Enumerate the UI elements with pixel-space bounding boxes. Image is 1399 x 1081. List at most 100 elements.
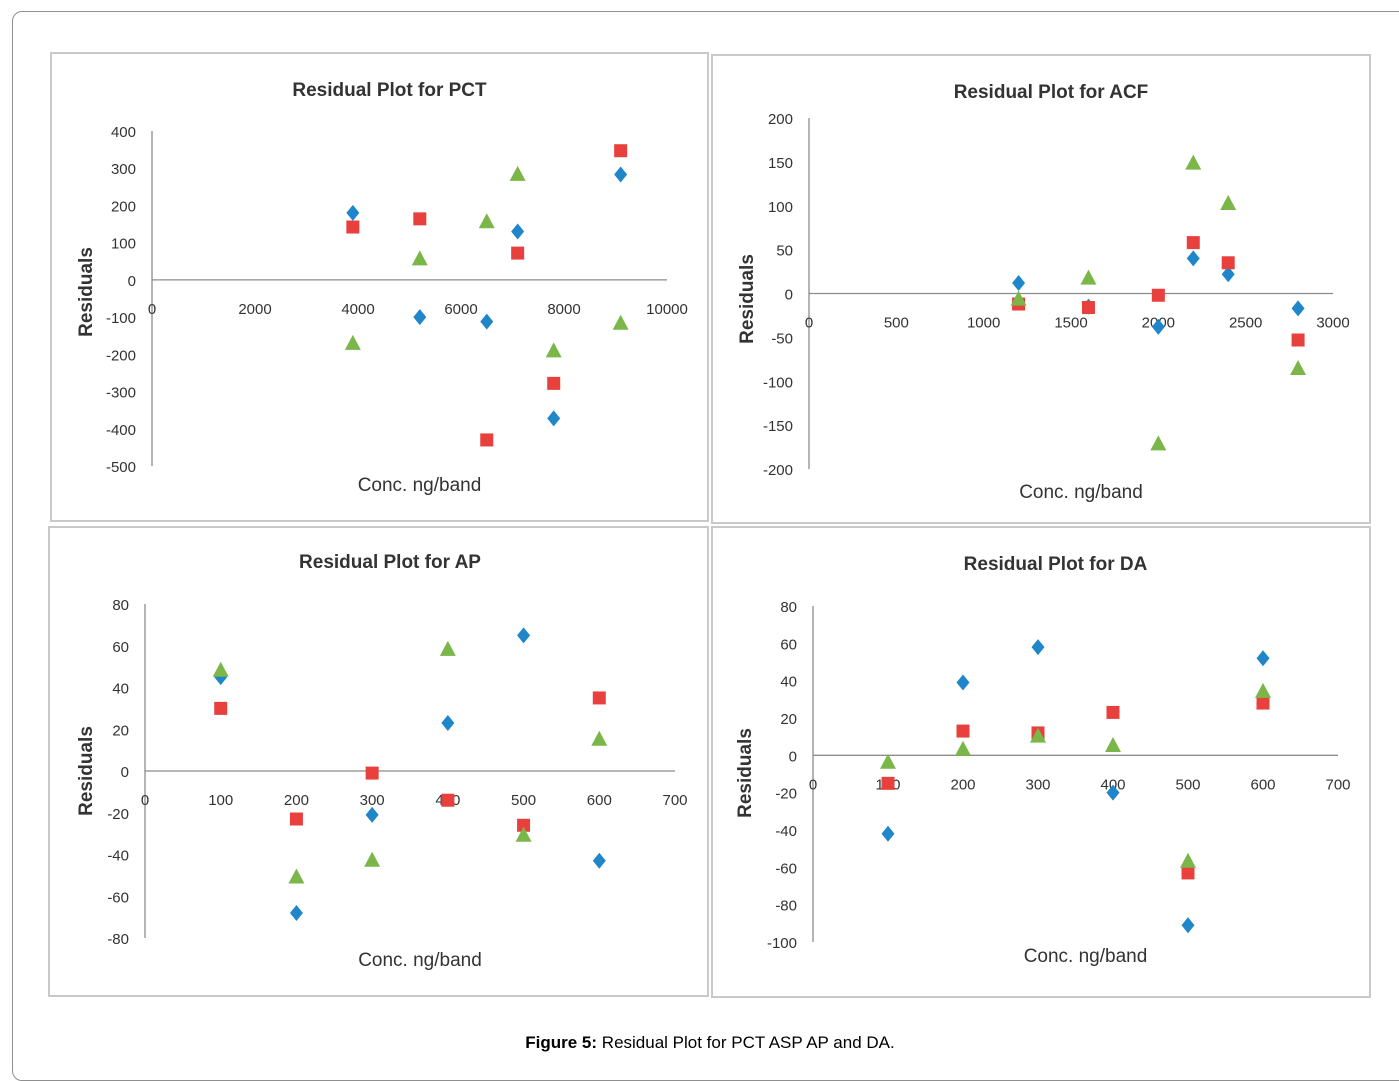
y-tick-label: 100 [768, 199, 793, 216]
x-tick-label: 500 [884, 315, 909, 332]
data-point-diamond [1221, 266, 1235, 283]
data-point-triangle [612, 314, 629, 330]
x-tick-label: 2000 [238, 301, 271, 318]
x-tick-label: 600 [587, 792, 612, 809]
data-point-triangle [344, 334, 361, 350]
chart-svg: Residual Plot for ACF -200 -150 -100 -50 0 50 1… [737, 82, 1350, 503]
y-tick-label: 0 [121, 764, 129, 781]
y-tick-label: 150 [768, 155, 793, 172]
data-point-diamond [1012, 274, 1026, 291]
y-tick-label: 100 [111, 236, 136, 253]
y-tick-label: 80 [112, 597, 129, 614]
data-point-triangle [591, 730, 608, 746]
data-point-square [1181, 866, 1195, 880]
data-point-square [214, 701, 228, 715]
x-tick-label: 6000 [444, 301, 477, 318]
x-tick-label: 200 [284, 792, 309, 809]
data-point-square [346, 220, 360, 234]
y-axis-label: Residuals [735, 728, 756, 818]
data-point-triangle [955, 740, 971, 756]
data-point-diamond [881, 825, 895, 842]
y-tick-label: 0 [128, 273, 136, 290]
data-point-diamond [413, 309, 427, 326]
y-tick-label: 200 [111, 198, 136, 215]
y-tick-label: -80 [775, 898, 797, 915]
x-tick-label: 2500 [1229, 315, 1262, 332]
y-axis-label: Residuals [737, 254, 758, 344]
y-tick-label: 400 [111, 124, 136, 141]
data-point-square [956, 724, 970, 738]
y-tick-label: -300 [106, 385, 136, 402]
y-tick-label: 0 [789, 748, 797, 765]
data-point-triangle [478, 213, 495, 229]
chart-title: Residual Plot for PCT [292, 80, 487, 101]
chart-svg: Residual Plot for PCT -500 -400 -300 -200 -10… [76, 80, 688, 496]
y-tick-label: -60 [775, 860, 797, 877]
y-tick-label: 20 [780, 711, 797, 728]
data-point-triangle [411, 250, 428, 266]
y-tick-label: -100 [767, 935, 797, 952]
x-tick-label: 500 [511, 792, 536, 809]
y-tick-label: -80 [107, 931, 129, 948]
x-tick-label: 300 [360, 792, 385, 809]
data-point-diamond [614, 166, 628, 183]
y-tick-label: 0 [785, 287, 793, 304]
y-tick-label: 60 [112, 639, 129, 656]
data-point-diamond [1151, 318, 1165, 335]
x-tick-label: 0 [148, 301, 156, 318]
data-point-diamond [1106, 784, 1120, 801]
chart-panel-acf: Residual Plot for ACF -200 -150 -100 -50 0 50 1… [711, 54, 1371, 524]
data-point-diamond [365, 806, 379, 823]
x-axis-label: Conc. ng/band [1019, 482, 1143, 503]
x-tick-label: 8000 [547, 301, 580, 318]
data-point-square [592, 691, 606, 705]
data-point-diamond [956, 674, 970, 691]
y-tick-label: -40 [107, 848, 129, 865]
chart-panel-da: Residual Plot for DA -100 -80 -60 -40 -20 0 20 4… [711, 526, 1371, 998]
y-tick-label: 60 [780, 636, 797, 653]
y-tick-label: -200 [106, 347, 136, 364]
data-point-diamond [592, 852, 606, 869]
data-point-square [881, 776, 895, 790]
chart-title: Residual Plot for ACF [954, 82, 1149, 103]
data-point-triangle [1080, 269, 1097, 285]
y-tick-label: -20 [775, 786, 797, 803]
data-point-diamond [346, 204, 360, 221]
x-axis-label: Conc. ng/band [358, 950, 482, 971]
x-tick-label: 500 [1175, 776, 1200, 793]
x-tick-label: 4000 [341, 301, 374, 318]
x-axis-label: Conc. ng/band [1024, 946, 1148, 967]
x-tick-label: 300 [1025, 776, 1050, 793]
x-tick-label: 200 [950, 776, 975, 793]
chart-svg: Residual Plot for DA -100 -80 -60 -40 -20 0 20 4… [735, 554, 1351, 967]
data-point-diamond [517, 627, 531, 644]
y-tick-label: -40 [775, 823, 797, 840]
data-point-diamond [480, 313, 494, 330]
data-point-triangle [880, 753, 896, 769]
data-point-diamond [1031, 639, 1045, 656]
x-tick-label: 600 [1250, 776, 1275, 793]
data-point-square [517, 818, 531, 832]
data-point-triangle [515, 826, 532, 842]
y-tick-label: -20 [107, 806, 129, 823]
y-tick-label: 20 [112, 722, 129, 739]
data-point-square [1291, 333, 1305, 347]
data-point-triangle [1030, 727, 1046, 743]
caption-text: Residual Plot for PCT ASP AP and DA. [597, 1033, 895, 1052]
chart-svg: Residual Plot for AP -80 -60 -40 -20 0 20 40 60 8… [76, 552, 688, 971]
y-tick-label: 50 [776, 243, 793, 260]
y-tick-label: -400 [106, 422, 136, 439]
x-tick-label: 700 [1325, 776, 1350, 793]
x-tick-label: 1000 [967, 315, 1000, 332]
data-point-triangle [1255, 682, 1271, 698]
data-point-square [1221, 256, 1235, 270]
data-point-triangle [1290, 359, 1307, 375]
data-point-triangle [1105, 737, 1121, 752]
data-point-triangle [1185, 154, 1202, 170]
data-point-diamond [547, 410, 561, 427]
data-point-square [289, 812, 303, 826]
x-tick-label: 0 [805, 315, 813, 332]
data-point-triangle [1010, 290, 1027, 306]
data-point-triangle [364, 851, 381, 867]
data-point-triangle [1150, 435, 1167, 451]
